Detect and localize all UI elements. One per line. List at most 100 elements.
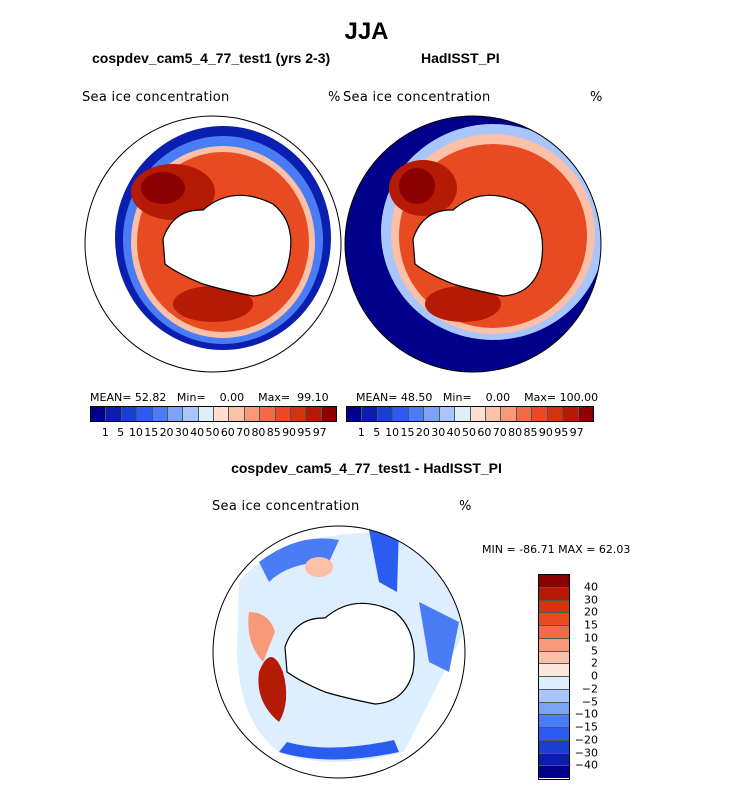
colorbar-swatch bbox=[377, 407, 394, 421]
panel2-map bbox=[344, 115, 602, 373]
panel2-mean: 48.50 bbox=[400, 391, 433, 404]
diff-colorbar-tick-label: 5 bbox=[591, 644, 598, 657]
colorbar-tick-label: 20 bbox=[415, 426, 430, 439]
colorbar-swatch bbox=[275, 407, 291, 421]
colorbar-swatch bbox=[321, 407, 336, 421]
colorbar-swatch bbox=[121, 407, 138, 421]
panel1-variable-label: Sea ice concentration bbox=[82, 90, 230, 105]
colorbar-swatch bbox=[578, 407, 593, 421]
diff-colorbar-tick-label: −5 bbox=[581, 695, 598, 708]
colorbar-tick-label: 5 bbox=[373, 426, 381, 439]
colorbar-tick-label: 50 bbox=[462, 426, 476, 439]
panel1-colorbar-ticks: 1 5 10 15 20 30 40 50 60 70 80 85 90 95 97 bbox=[90, 426, 335, 440]
colorbar-swatch bbox=[563, 407, 579, 421]
colorbar-swatch bbox=[290, 407, 307, 421]
panel2-min: 0.00 bbox=[485, 391, 511, 404]
diff-map bbox=[212, 525, 466, 779]
diff-colorbar-swatch bbox=[539, 664, 569, 677]
colorbar-swatch bbox=[393, 407, 409, 421]
diff-colorbar-tick-label: −10 bbox=[574, 707, 598, 721]
colorbar-tick-label: 80 bbox=[508, 426, 523, 439]
colorbar-tick-label: 50 bbox=[205, 426, 220, 439]
diff-colorbar-tick-label: 2 bbox=[591, 656, 598, 670]
colorbar-tick-label: 10 bbox=[128, 426, 143, 439]
colorbar-swatch bbox=[260, 407, 276, 421]
diff-colorbar-swatch bbox=[539, 740, 569, 754]
panel2-colorbar bbox=[346, 406, 594, 422]
colorbar-tick-label: 40 bbox=[190, 426, 205, 439]
diff-colorbar-swatch bbox=[539, 626, 569, 639]
panel1-stats: MEAN= 52.82 Min= 0.00 Max= 99.10 bbox=[90, 391, 329, 404]
diff-colorbar-swatch bbox=[539, 587, 569, 601]
colorbar-tick-label: 5 bbox=[117, 426, 125, 439]
colorbar-tick-label: 95 bbox=[297, 426, 312, 439]
colorbar-swatch bbox=[532, 407, 548, 421]
colorbar-swatch bbox=[183, 407, 199, 421]
colorbar-swatch bbox=[439, 407, 456, 421]
panel1-map bbox=[84, 115, 342, 373]
panel2-stats: MEAN= 48.50 Min= 0.00 Max= 100.00 bbox=[356, 391, 599, 404]
diff-stats: MIN = -86.71 MAX = 62.03 bbox=[482, 543, 631, 556]
colorbar-swatch bbox=[501, 407, 517, 421]
diff-colorbar-tick-label: 0 bbox=[591, 669, 598, 683]
diff-colorbar-swatch bbox=[539, 728, 569, 741]
diff-units-label: % bbox=[459, 499, 472, 514]
panel2-max: 100.00 bbox=[559, 391, 599, 404]
diff-colorbar-swatch bbox=[539, 689, 569, 703]
colorbar-tick-label: 1 bbox=[357, 426, 365, 439]
colorbar-tick-label: 80 bbox=[251, 426, 266, 439]
colorbar-tick-label: 70 bbox=[236, 426, 251, 439]
panel2-model-title: HadISST_PI bbox=[421, 50, 500, 66]
colorbar-tick-label: 70 bbox=[492, 426, 507, 439]
panel1-colorbar bbox=[90, 406, 337, 422]
colorbar-tick-label: 97 bbox=[569, 426, 584, 439]
colorbar-swatch bbox=[516, 407, 533, 421]
colorbar-tick-label: 60 bbox=[477, 426, 492, 439]
colorbar-tick-label: 15 bbox=[400, 426, 415, 439]
colorbar-swatch bbox=[362, 407, 378, 421]
diff-colorbar-tick-label: 40 bbox=[584, 580, 598, 594]
colorbar-tick-label: 60 bbox=[220, 426, 235, 439]
diff-colorbar-swatch bbox=[539, 753, 569, 767]
colorbar-swatch bbox=[347, 407, 363, 421]
panel2-units-label: % bbox=[590, 90, 603, 105]
diff-colorbar-swatch bbox=[539, 651, 569, 665]
diff-colorbar-tick-label: −40 bbox=[574, 758, 598, 772]
diff-colorbar-tick-label: −2 bbox=[581, 682, 598, 696]
colorbar-swatch bbox=[244, 407, 261, 421]
colorbar-swatch bbox=[152, 407, 168, 421]
colorbar-swatch bbox=[214, 407, 230, 421]
colorbar-swatch bbox=[485, 407, 502, 421]
diff-title: cospdev_cam5_4_77_test1 - HadISST_PI bbox=[231, 460, 502, 476]
colorbar-tick-label: 90 bbox=[538, 426, 553, 439]
panel2-colorbar-ticks: 1 5 10 15 20 30 40 50 60 70 80 85 90 95 97 bbox=[346, 426, 592, 440]
colorbar-swatch bbox=[229, 407, 245, 421]
diff-colorbar-ticks: 40 30 20 15 10 5 2 0 −2 −5 −10 −15 −20 −30 −40 bbox=[570, 574, 598, 778]
panel1-max: 99.10 bbox=[297, 391, 329, 404]
colorbar-swatch bbox=[470, 407, 486, 421]
diff-colorbar-swatch bbox=[539, 613, 569, 626]
colorbar-tick-label: 85 bbox=[266, 426, 281, 439]
diff-colorbar-swatch bbox=[539, 766, 569, 778]
colorbar-tick-label: 30 bbox=[174, 426, 189, 439]
diff-colorbar-swatch bbox=[539, 600, 569, 614]
page-title: JJA bbox=[344, 18, 389, 45]
colorbar-swatch bbox=[547, 407, 564, 421]
colorbar-tick-label: 85 bbox=[523, 426, 538, 439]
diff-colorbar-tick-label: 20 bbox=[584, 605, 598, 619]
diff-colorbar-tick-label: −15 bbox=[574, 720, 598, 734]
panel2-variable-label: Sea ice concentration bbox=[343, 90, 491, 105]
panel1-model-title: cospdev_cam5_4_77_test1 (yrs 2-3) bbox=[92, 50, 331, 66]
diff-colorbar-swatch bbox=[539, 575, 569, 588]
diff-colorbar-swatch bbox=[539, 715, 569, 728]
colorbar-swatch bbox=[198, 407, 214, 421]
colorbar-swatch bbox=[408, 407, 425, 421]
diff-colorbar-tick-label: 15 bbox=[584, 618, 598, 632]
colorbar-swatch bbox=[137, 407, 153, 421]
diff-colorbar bbox=[538, 574, 570, 780]
colorbar-swatch bbox=[106, 407, 122, 421]
colorbar-tick-label: 90 bbox=[282, 426, 297, 439]
panel1-min: 0.00 bbox=[219, 391, 245, 404]
colorbar-tick-label: 20 bbox=[159, 426, 174, 439]
colorbar-tick-label: 95 bbox=[554, 426, 569, 439]
